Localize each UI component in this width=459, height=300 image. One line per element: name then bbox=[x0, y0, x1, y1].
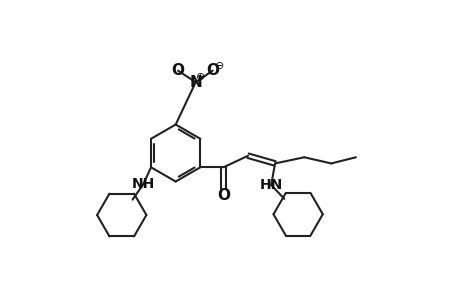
Text: ⊖: ⊖ bbox=[214, 61, 224, 71]
Text: ⊕: ⊕ bbox=[196, 72, 205, 82]
Text: HN: HN bbox=[259, 178, 282, 192]
Text: O: O bbox=[206, 63, 218, 78]
Text: NH: NH bbox=[131, 177, 155, 191]
Text: N: N bbox=[189, 75, 202, 90]
Text: O: O bbox=[217, 188, 230, 202]
Text: O: O bbox=[171, 63, 184, 78]
